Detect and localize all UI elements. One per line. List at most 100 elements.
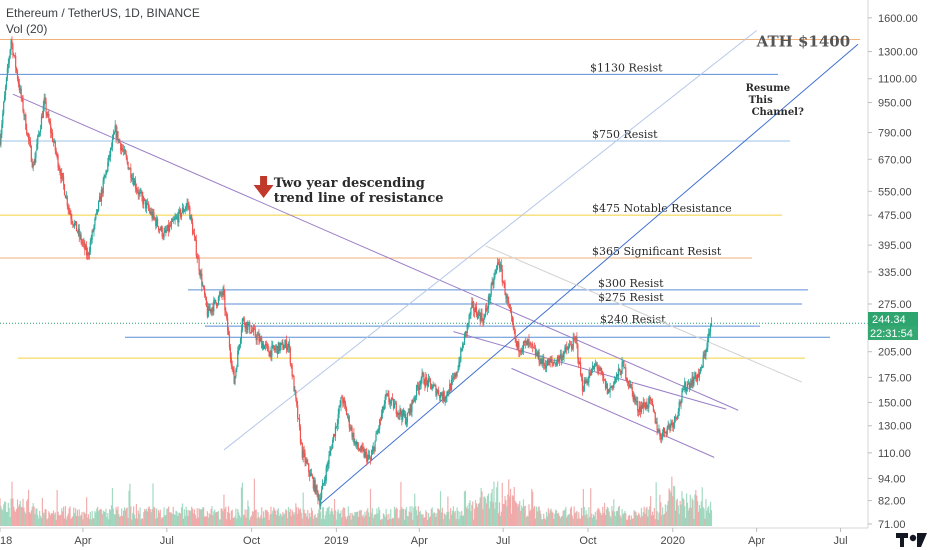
candle-body [245, 322, 247, 329]
candle-body [571, 347, 573, 349]
candle-body [70, 214, 72, 219]
symbol-title[interactable]: Ethereum / TetherUS, 1D, BINANCE [6, 6, 200, 20]
candle-body [1, 124, 3, 134]
ascending-channel-parallel[interactable] [223, 30, 757, 451]
volume-bar [440, 512, 443, 526]
volume-bar [12, 498, 14, 526]
volume-bar [607, 508, 609, 526]
time-axis[interactable]: 2018AprJulOct2019AprJulOct2020AprJul [0, 528, 848, 547]
candle-body [238, 347, 240, 351]
volume-bar [295, 503, 297, 526]
candle-body [84, 242, 86, 250]
candle-body [88, 251, 90, 255]
volume-indicator-label[interactable]: Vol (20) [6, 22, 47, 36]
candle-body [657, 429, 659, 432]
candle-body [603, 375, 605, 380]
volume-bar [152, 483, 154, 526]
candle-body [156, 218, 158, 226]
candle-body [182, 207, 184, 212]
candle-body [470, 307, 472, 315]
volume-bar [688, 507, 690, 526]
volume-bar [634, 511, 636, 526]
candle-body [671, 422, 673, 424]
candle-body [672, 422, 674, 428]
candle-body [651, 401, 654, 406]
volume-bar [192, 513, 195, 526]
candle-body [119, 139, 121, 143]
volume-bar [291, 510, 293, 526]
candle-body [240, 330, 243, 339]
candle-body [707, 338, 709, 348]
descending-trend-line[interactable] [12, 93, 739, 411]
volume-bar [46, 519, 48, 526]
candle-body [326, 465, 328, 468]
volume-bar [705, 499, 707, 526]
candle-body [596, 363, 598, 369]
volume-bar [197, 517, 199, 526]
volume-bar [459, 511, 461, 526]
volume-bar [88, 518, 90, 526]
volume-bar [623, 513, 625, 526]
candle-body [627, 380, 629, 382]
volume-bar [100, 509, 102, 526]
candle-body [118, 139, 120, 142]
y-tick-label: 395.00 [878, 240, 912, 252]
volume-bar [702, 507, 704, 526]
channel-lower-line[interactable] [511, 367, 715, 458]
ascending-channel-line[interactable] [319, 43, 859, 505]
volume-bar [514, 500, 516, 526]
volume-bar [320, 511, 322, 526]
volume-bar [650, 496, 652, 526]
candle-body [345, 408, 348, 416]
volume-bar [34, 514, 36, 526]
candle-body [147, 203, 149, 209]
candle-body [356, 441, 359, 448]
candle-body [260, 337, 262, 339]
candle-body [435, 385, 437, 396]
volume-bar [314, 514, 316, 526]
candle-body [349, 427, 351, 429]
volume-bar [537, 507, 539, 526]
candle-body [161, 226, 163, 237]
volume-bar [226, 519, 228, 526]
volume-bar [446, 512, 448, 526]
candle-body [188, 204, 190, 208]
volume-bar [707, 507, 709, 526]
volume-bar [261, 507, 263, 526]
candle-body [526, 340, 528, 346]
candle-body [330, 448, 332, 451]
candle-body [209, 309, 211, 311]
candle-body [20, 88, 22, 98]
volume-bar [508, 479, 510, 526]
volume-bar [404, 509, 407, 526]
candle-body [510, 311, 513, 317]
candle-body [396, 413, 398, 416]
candle-body [599, 367, 601, 371]
faint-descending-line[interactable] [485, 245, 802, 383]
candle-body [378, 428, 380, 430]
candle-body [416, 385, 419, 388]
volume-bar [494, 508, 496, 526]
candle-body [329, 450, 331, 456]
candle-body [145, 202, 148, 209]
volume-bar [401, 507, 403, 526]
volume-bar [184, 516, 186, 526]
candle-body [646, 402, 648, 408]
volume-bar [513, 486, 515, 526]
volume-bar [566, 517, 568, 526]
volume-bar [483, 496, 485, 526]
candle-body [675, 417, 678, 419]
volume-bar [427, 512, 430, 526]
candle-body [459, 361, 461, 363]
volume-bar [697, 511, 700, 526]
volume-bar [74, 508, 77, 526]
volume-bar [117, 506, 119, 526]
candle-body [377, 429, 379, 434]
candle-body [469, 314, 471, 316]
volume-bar [517, 506, 519, 526]
candle-body [310, 473, 313, 477]
candle-body [130, 168, 132, 179]
candle-body [608, 389, 610, 393]
volume-bar [178, 512, 180, 526]
